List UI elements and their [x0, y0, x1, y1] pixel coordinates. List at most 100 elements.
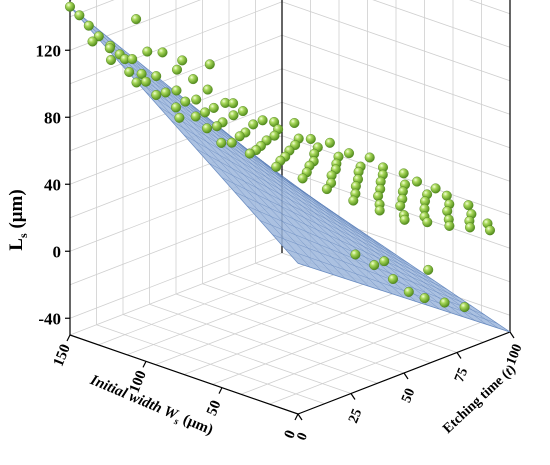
grid-line-back-z [69, 0, 115, 18]
data-point [171, 85, 182, 96]
data-point [444, 220, 455, 231]
data-point [423, 264, 434, 275]
data-point [395, 200, 406, 211]
data-point [191, 94, 202, 105]
data-point [83, 20, 94, 31]
y-tick-mark [297, 413, 303, 421]
surface-mesh-line [281, 177, 511, 333]
z-axis-title-unit: (μm) [6, 189, 27, 228]
data-point [442, 206, 453, 217]
surface-patch [69, 6, 511, 333]
data-point [419, 293, 430, 304]
data-point [399, 214, 410, 225]
x-axis-title: Initial width Ws (μm) [86, 372, 216, 441]
z-axis-title-sub: s [16, 233, 30, 238]
data-point [430, 183, 441, 194]
z-tick-label: 0 [53, 242, 62, 261]
data-point [136, 68, 147, 79]
x-tick-label: 50 [204, 398, 224, 418]
data-point [465, 222, 476, 233]
data-point [124, 66, 135, 77]
x-axis-line [69, 334, 299, 415]
x-tick-mark [294, 413, 299, 421]
data-point [234, 131, 245, 142]
data-point [321, 184, 332, 195]
data-point [104, 43, 115, 54]
x-tick-label: 150 [51, 342, 74, 369]
x-tick-mark [218, 387, 223, 394]
surface-mesh-line [270, 167, 499, 329]
data-point [202, 84, 213, 95]
data-point [237, 106, 248, 117]
data-point [188, 74, 199, 85]
surface-mesh-line [93, 25, 322, 272]
y-tick-mark [509, 331, 515, 339]
surface-mesh-line [116, 44, 346, 279]
y-tick-label: 50 [399, 386, 418, 405]
data-point [105, 55, 116, 66]
x-tick-label: 100 [127, 368, 150, 395]
data-point [140, 76, 151, 87]
data-point [369, 260, 380, 271]
data-point [157, 47, 168, 58]
data-point [226, 137, 237, 148]
grid-line-floor-y [122, 314, 352, 394]
data-point [208, 102, 219, 113]
data-point [170, 102, 181, 113]
data-point [177, 55, 188, 66]
data-point [151, 71, 162, 82]
data-point [350, 249, 361, 260]
data-point [171, 64, 182, 75]
data-point [174, 112, 185, 123]
data-point [131, 77, 142, 88]
data-point [348, 195, 359, 206]
data-point [151, 89, 162, 100]
data-point [305, 133, 316, 144]
data-point [228, 98, 239, 109]
grid-line-floor-y [149, 303, 378, 384]
data-point [459, 302, 470, 313]
surface-mesh-line [199, 111, 428, 306]
data-point [127, 54, 138, 65]
surface-mesh-line [140, 63, 369, 287]
data-point [180, 96, 191, 107]
data-point [190, 111, 201, 122]
data-point [485, 225, 496, 236]
data-points [64, 1, 496, 313]
data-point [228, 110, 239, 121]
y-axis-title: Etching time (t) [440, 362, 519, 437]
data-point [373, 190, 384, 201]
data-point [374, 205, 385, 216]
surface-mesh-line [69, 6, 299, 264]
data-point [398, 168, 409, 179]
y-tick-label: 0 [294, 431, 311, 443]
data-point [211, 121, 222, 132]
y-tick-label: 25 [346, 407, 365, 426]
data-point [379, 256, 390, 267]
y-axis-title-main: Etching time ( [440, 368, 512, 437]
x-axis-title-sub: s [171, 416, 180, 428]
data-point [244, 148, 255, 159]
fitted-surface [69, 6, 511, 333]
data-point [439, 297, 450, 308]
grid-line-floor-y [255, 262, 484, 343]
data-point [257, 115, 268, 126]
data-point [441, 190, 452, 201]
data-point [463, 200, 474, 211]
data-point [248, 119, 259, 130]
grid-line-floor-y [175, 293, 405, 374]
data-point [344, 148, 355, 159]
x-tick-mark [142, 361, 147, 368]
data-point [412, 176, 423, 187]
data-point [74, 10, 85, 21]
x-tick-mark [66, 334, 71, 342]
data-point [131, 14, 142, 25]
data-point [289, 117, 300, 128]
z-tick-label: 120 [36, 41, 62, 60]
z-tick-label: -40 [38, 309, 61, 328]
y-tick-label: 100 [504, 342, 526, 367]
surface-mesh-line [152, 73, 381, 291]
grid-line-floor-y [228, 273, 458, 353]
grid-line-floor-y [96, 324, 325, 405]
